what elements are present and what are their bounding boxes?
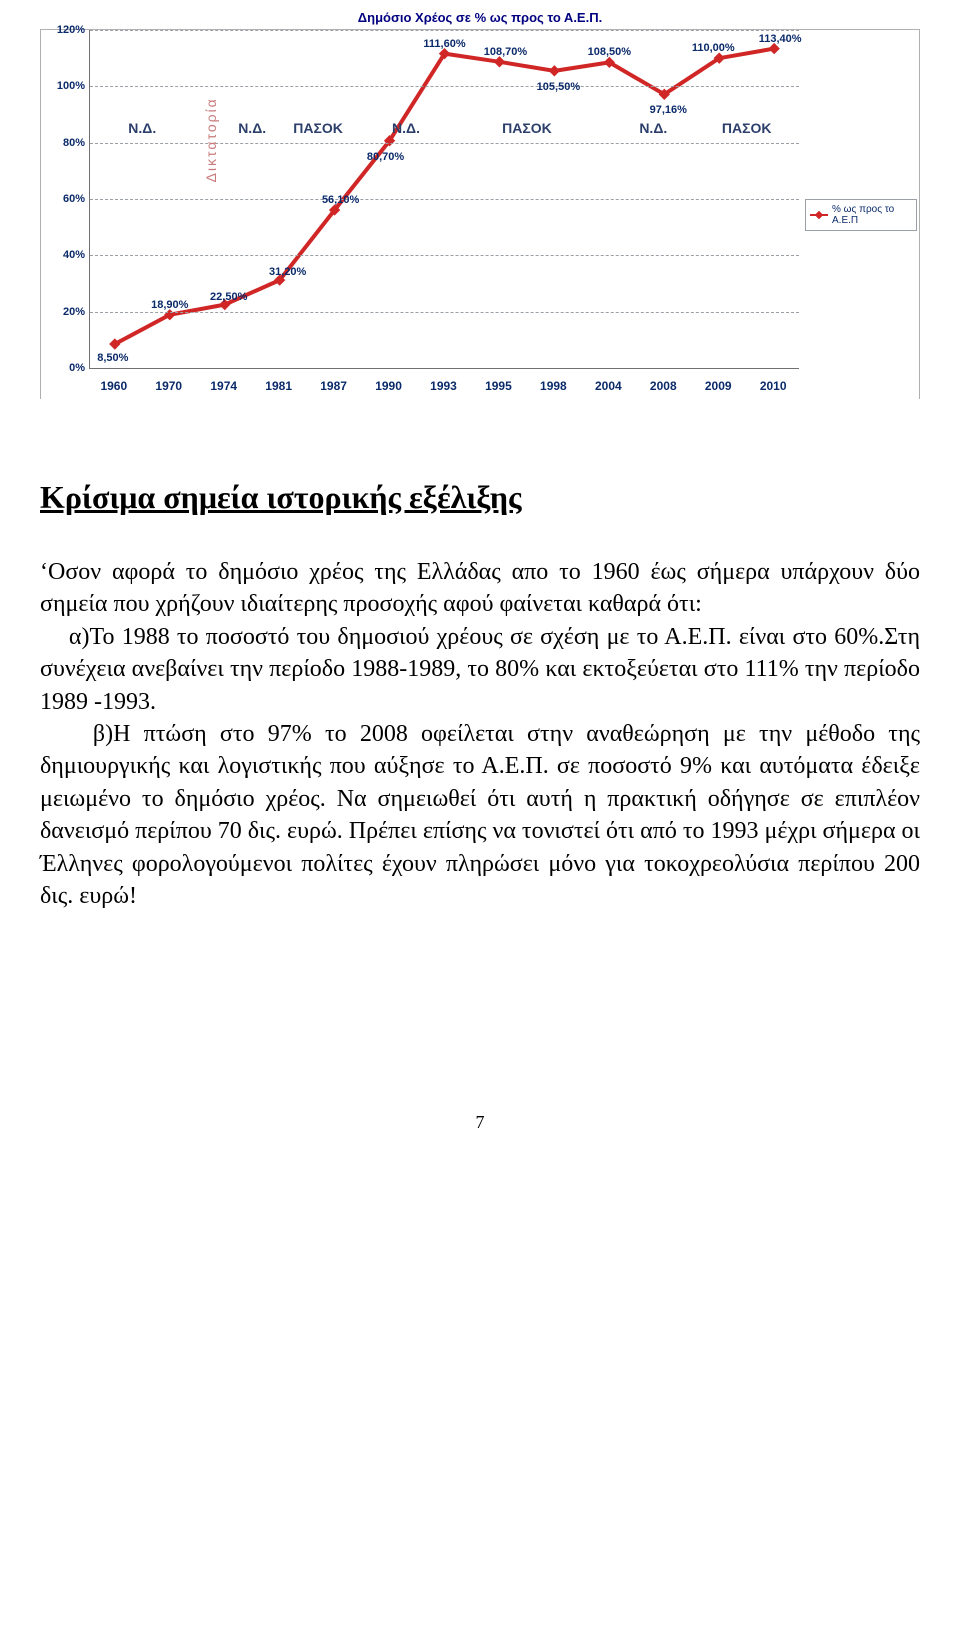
era-label: Ν.Δ.: [238, 120, 266, 136]
data-point-label: 56,10%: [322, 194, 359, 206]
x-tick: 2008: [650, 379, 677, 393]
gridline: [90, 312, 799, 313]
era-label: Ν.Δ.: [639, 120, 667, 136]
x-tick: 1970: [155, 379, 182, 393]
data-point-label: 105,50%: [537, 81, 580, 93]
debt-chart: Δημόσιο Χρέος σε % ως προς το Α.Ε.Π. 0% 2…: [40, 10, 920, 399]
y-tick: 60%: [41, 193, 85, 205]
x-tick: 1987: [320, 379, 347, 393]
data-point-label: 108,50%: [588, 46, 631, 58]
data-point-label: 108,70%: [484, 46, 527, 58]
x-tick: 2004: [595, 379, 622, 393]
era-label: ΠΑΣΟΚ: [293, 120, 343, 136]
gridline: [90, 86, 799, 87]
era-label: ΠΑΣΟΚ: [502, 120, 552, 136]
y-tick: 0%: [41, 362, 85, 374]
gridline: [90, 30, 799, 31]
dictatorship-label: Δικτατορία: [203, 97, 219, 182]
era-label: ΠΑΣΟΚ: [722, 120, 772, 136]
chart-legend: % ως προς το Α.Ε.Π: [805, 199, 917, 231]
plot-area: 8,50% 18,90% 22,50% 31,20% 56,10% 80,70% 111,6…: [89, 30, 799, 369]
y-axis: 0%20%40%60%80%100%120%: [41, 30, 89, 369]
page-number: 7: [40, 1112, 920, 1133]
x-axis: 1960 1970 1974 1981 1987 1990 1993 1995 1998 2004…: [89, 369, 799, 399]
legend-text: % ως προς το Α.Ε.Π: [832, 204, 912, 226]
data-point-label: 111,60%: [423, 38, 465, 50]
body-paragraph: ‘Οσον αφορά το δημόσιο χρέος της Ελλάδας…: [40, 556, 920, 912]
x-tick: 1998: [540, 379, 567, 393]
data-point-label: 8,50%: [97, 352, 128, 364]
y-tick: 80%: [41, 137, 85, 149]
gridline: [90, 255, 799, 256]
x-tick: 2010: [760, 379, 787, 393]
chart-box: 0%20%40%60%80%100%120% 8,50%18,90%22,50%…: [40, 29, 920, 399]
era-label: Ν.Δ.: [392, 120, 420, 136]
gridline: [90, 143, 799, 144]
y-tick: 100%: [41, 80, 85, 92]
data-point-label: 110,00%: [692, 42, 735, 54]
x-tick: 2009: [705, 379, 732, 393]
era-label: Ν.Δ.: [128, 120, 156, 136]
x-tick: 1960: [100, 379, 127, 393]
data-point-label: 31,20%: [269, 266, 306, 278]
data-point-label: 22,50%: [210, 291, 247, 303]
gridline: [90, 199, 799, 200]
section-heading: Κρίσιμα σημεία ιστορικής εξέλιξης: [40, 479, 920, 516]
legend-swatch-icon: [810, 214, 828, 216]
y-tick: 20%: [41, 306, 85, 318]
data-point-label: 97,16%: [650, 104, 687, 116]
data-point-label: 113,40%: [759, 33, 802, 45]
y-tick: 40%: [41, 249, 85, 261]
data-point-label: 18,90%: [151, 299, 188, 311]
x-tick: 1993: [430, 379, 457, 393]
x-tick: 1974: [210, 379, 237, 393]
chart-title: Δημόσιο Χρέος σε % ως προς το Α.Ε.Π.: [40, 10, 920, 25]
y-tick: 120%: [41, 24, 85, 36]
x-tick: 1990: [375, 379, 402, 393]
x-tick: 1981: [265, 379, 292, 393]
section: Κρίσιμα σημεία ιστορικής εξέλιξης ‘Οσον …: [40, 479, 920, 912]
data-point-label: 80,70%: [367, 151, 404, 163]
x-tick: 1995: [485, 379, 512, 393]
